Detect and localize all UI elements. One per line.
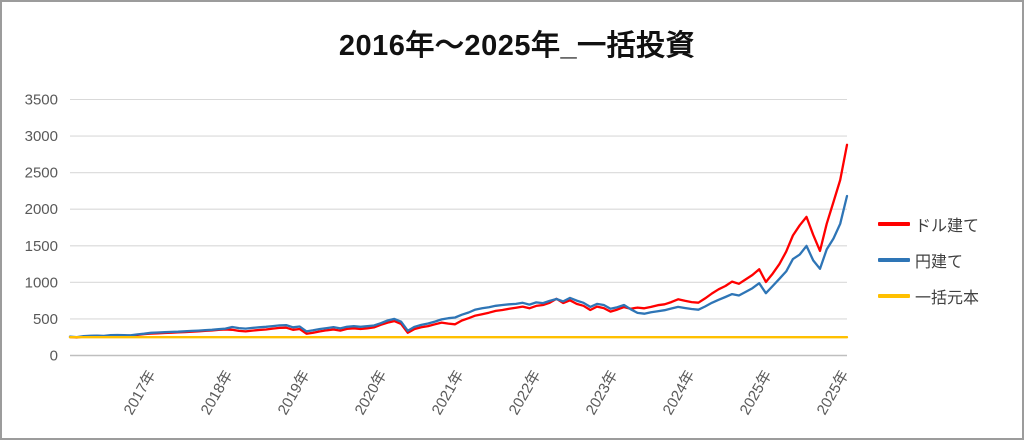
x-tick-label: 2021年 [429, 368, 468, 418]
legend-item-0: ドル建て [878, 206, 979, 242]
x-tick-label: 2019年 [275, 368, 314, 418]
x-tick-label: 2025年 [814, 368, 853, 418]
legend-label: ドル建て [915, 218, 980, 235]
y-tick-label: 1500 [25, 238, 58, 255]
x-tick-label: 2024年 [660, 368, 699, 418]
x-tick-label: 2018年 [198, 368, 237, 418]
legend-label: 一括元本 [915, 290, 980, 307]
y-tick-label: 3500 [25, 92, 58, 109]
x-tick-label: 2020年 [352, 368, 391, 418]
series-line-円建て [68, 194, 849, 339]
legend-item-1: 円建て [878, 242, 979, 278]
legend-swatch [878, 258, 910, 262]
y-tick-label: 1000 [25, 274, 58, 291]
legend-item-2: 一括元本 [878, 278, 979, 314]
legend-swatch [878, 222, 910, 226]
y-tick-label: 2000 [25, 201, 58, 218]
y-tick-label: 0 [50, 348, 58, 365]
y-tick-label: 2500 [25, 165, 58, 182]
chart-legend: ドル建て円建て一括元本 [878, 206, 979, 314]
chart-title: 2016年～2025年_一括投資 [338, 30, 696, 62]
legend-label: 円建て [915, 254, 964, 271]
x-tick-label: 2023年 [583, 368, 622, 418]
y-tick-label: 500 [33, 311, 58, 328]
y-tick-label: 3000 [25, 128, 58, 145]
series-line-ドル建て [68, 143, 849, 339]
legend-swatch [878, 294, 910, 298]
x-tick-label: 2022年 [506, 368, 545, 418]
x-tick-label: 2017年 [121, 368, 160, 418]
x-tick-label: 2025年 [737, 368, 776, 418]
